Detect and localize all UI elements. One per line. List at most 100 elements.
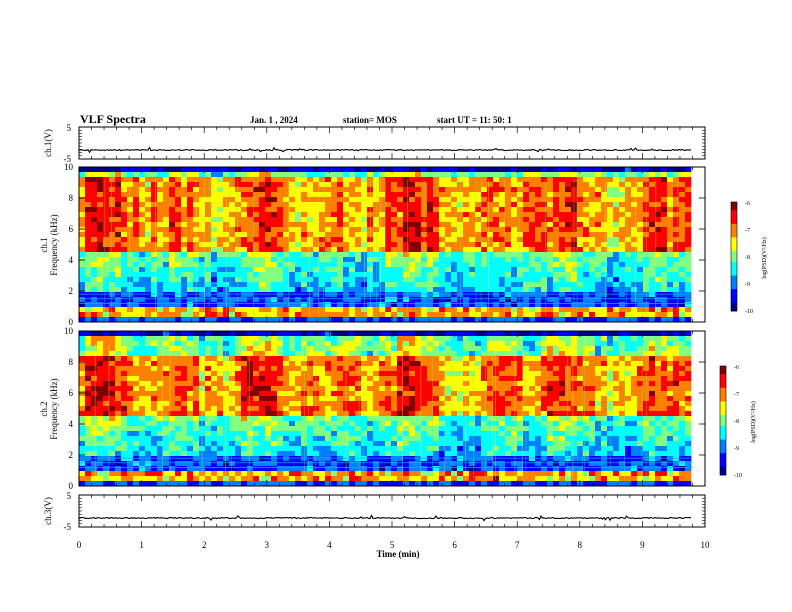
spectrogram-cell	[487, 212, 494, 218]
spectrogram-cell	[601, 307, 608, 313]
spectrogram-cell	[523, 227, 530, 233]
spectrogram-cell	[109, 192, 116, 198]
spectrogram-cell	[223, 381, 230, 387]
spectrogram-cell	[325, 222, 332, 228]
spectrogram-cell	[349, 207, 356, 213]
spectrogram-cell	[529, 292, 536, 298]
spectrogram-cell	[529, 232, 536, 238]
spectrogram-cell	[415, 257, 422, 263]
spectrogram-cell	[379, 446, 386, 452]
spectrogram-cell	[337, 197, 344, 203]
spectrogram-cell	[79, 177, 86, 183]
spectrogram-cell	[175, 416, 182, 422]
spectrogram-cell	[253, 207, 260, 213]
spectrogram-cell	[283, 252, 290, 258]
spectrogram-cell	[157, 386, 164, 392]
spectrogram-cell	[625, 297, 632, 303]
spectrogram-cell	[397, 366, 404, 372]
spectrogram-cell	[625, 282, 632, 288]
spectrogram-cell	[373, 451, 380, 457]
spectrogram-cell	[133, 317, 140, 323]
spectrogram-cell	[247, 207, 254, 213]
spectrogram-cell	[295, 351, 302, 357]
spectrogram-cell	[397, 182, 404, 188]
spectrogram-cell	[241, 366, 248, 372]
spectrogram-cell	[469, 177, 476, 183]
spectrogram-cell	[265, 431, 272, 437]
spectrogram-cell	[259, 481, 266, 487]
spectrogram-cell	[103, 431, 110, 437]
spectrogram-cell	[91, 237, 98, 243]
spectrogram-cell	[637, 307, 644, 313]
spectrogram-cell	[163, 466, 170, 472]
spectrogram-cell	[397, 381, 404, 387]
spectrogram-cell	[517, 317, 524, 323]
spectrogram-cell	[187, 436, 194, 442]
spectrogram-cell	[379, 421, 386, 427]
spectrogram-cell	[361, 252, 368, 258]
spectrogram-cell	[241, 187, 248, 193]
colorbar-swatch	[731, 308, 737, 312]
spectrogram-cell	[355, 287, 362, 293]
spectrogram-cell	[175, 451, 182, 457]
spectrogram-cell	[127, 242, 134, 248]
spectrogram-cell	[115, 371, 122, 377]
spectrogram-cell	[97, 297, 104, 303]
spectrogram-cell	[133, 277, 140, 283]
spectrogram-cell	[307, 167, 314, 173]
spectrogram-cell	[361, 406, 368, 412]
spectrogram-cell	[313, 282, 320, 288]
spectrogram-cell	[277, 222, 284, 228]
spectrogram-cell	[679, 317, 686, 323]
spectrogram-cell	[625, 227, 632, 233]
spectrogram-cell	[505, 292, 512, 298]
spectrogram-cell	[253, 257, 260, 263]
spectrogram-cell	[505, 272, 512, 278]
spectrogram-cell	[493, 212, 500, 218]
spectrogram-cell	[385, 436, 392, 442]
spectrogram-cell	[433, 242, 440, 248]
spectrogram-cell	[79, 406, 86, 412]
spectrogram-cell	[151, 341, 158, 347]
spectrogram-cell	[223, 172, 230, 178]
spectrogram-cell	[163, 302, 170, 308]
spectrogram-cell	[223, 436, 230, 442]
spectrogram-cell	[481, 262, 488, 268]
spectrogram-cell	[145, 426, 152, 432]
spectrogram-cell	[643, 272, 650, 278]
spectrogram-cell	[553, 317, 560, 323]
spectrogram-cell	[343, 277, 350, 283]
spectrogram-cell	[127, 361, 134, 367]
spectrogram-cell	[289, 242, 296, 248]
spectrogram-cell	[193, 341, 200, 347]
spectrogram-cell	[601, 217, 608, 223]
spectrogram-cell	[637, 317, 644, 323]
spectrogram-cell	[535, 287, 542, 293]
spectrogram-cell	[127, 436, 134, 442]
spectrogram-cell	[139, 386, 146, 392]
spectrogram-cell	[235, 391, 242, 397]
spectrogram-cell	[565, 252, 572, 258]
spectrogram-cell	[145, 257, 152, 263]
spectrogram-cell	[211, 391, 218, 397]
spectrogram-cell	[265, 267, 272, 273]
spectrogram-cell	[451, 302, 458, 308]
spectrogram-cell	[121, 466, 128, 472]
spectrogram-cell	[253, 287, 260, 293]
spectrogram-cell	[307, 282, 314, 288]
spectrogram-cell	[361, 466, 368, 472]
spectrogram-cell	[259, 197, 266, 203]
spectrogram-cell	[235, 446, 242, 452]
spectrogram-cell	[625, 302, 632, 308]
spectrogram-cell	[91, 396, 98, 402]
spectrogram-cell	[673, 312, 680, 318]
spectrogram-cell	[235, 466, 242, 472]
spectrogram-cell	[463, 237, 470, 243]
spectrogram-cell	[511, 287, 518, 293]
spectrogram-cell	[613, 197, 620, 203]
spectrogram-cell	[199, 242, 206, 248]
spectrogram-cell	[337, 426, 344, 432]
spectrogram-cell	[667, 227, 674, 233]
spectrogram-cell	[271, 356, 278, 362]
spectrogram-cell	[259, 431, 266, 437]
